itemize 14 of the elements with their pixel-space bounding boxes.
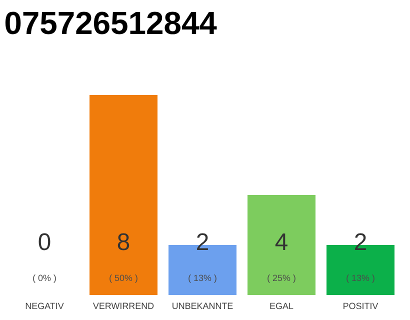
x-tick-label: POSITIV: [344, 302, 378, 310]
annotation: ( 13% ): [346, 274, 374, 283]
chart-title: 075726512844: [5, 12, 217, 34]
annotation: ( 50% ): [110, 274, 138, 283]
data-label: 4: [275, 234, 288, 250]
data-label: 8: [118, 233, 130, 250]
annotation: ( 0% ): [33, 274, 56, 283]
x-tick-label: UNBEKANNTE: [172, 302, 233, 310]
x-tick-label: VERWIRREND: [92, 302, 154, 309]
x-tick-label: EGAL: [270, 302, 294, 310]
annotation: ( 13% ): [188, 274, 216, 283]
data-label: 0: [38, 233, 50, 250]
annotation: ( 25% ): [268, 274, 296, 283]
x-tick-label: NEGATIV: [26, 302, 64, 310]
